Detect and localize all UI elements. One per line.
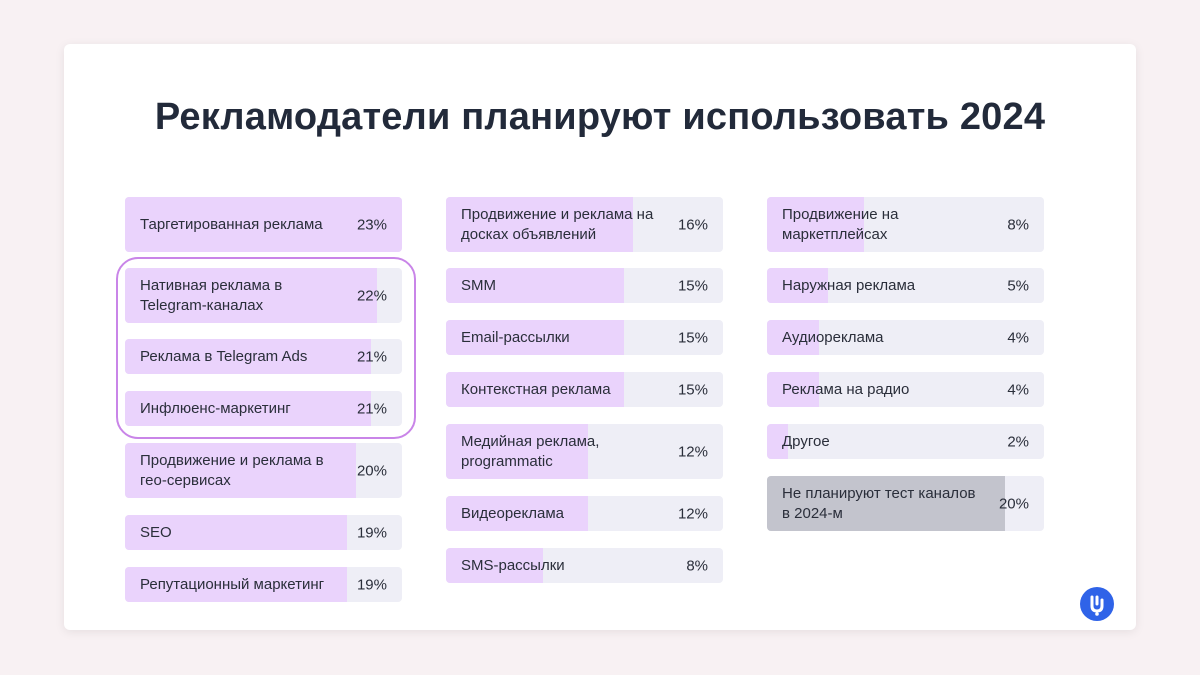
bar-label: Другое (782, 432, 830, 450)
telegram-highlight-frame (116, 257, 416, 439)
bar-row: Продвижение и реклама в гео-сервисах 20% (125, 443, 402, 498)
bar-fill (446, 320, 624, 355)
bar-value: 4% (1007, 381, 1029, 398)
bar-label: Контекстная реклама (461, 380, 611, 398)
bar-row: Контекстная реклама 15% (446, 372, 723, 407)
bar-fill (767, 424, 788, 459)
bar-label: Не планируют тест каналов в 2024-м (782, 484, 976, 522)
bar-fill (125, 339, 371, 374)
bar-label: Видеореклама (461, 504, 564, 522)
bar-label: Репутационный маркетинг (140, 575, 325, 593)
bar-fill (767, 197, 864, 252)
bar-fill (125, 391, 371, 426)
bar-row: SEO 19% (125, 515, 402, 550)
bar-label: SEO (140, 523, 172, 541)
bar-value: 2% (1007, 433, 1029, 450)
bar-row: Видеореклама 12% (446, 496, 723, 531)
bar-row: Продвижение и реклама на досках объявлен… (446, 197, 723, 252)
bar-fill (446, 268, 624, 303)
bar-value: 21% (356, 400, 387, 417)
bar-row: SMM 15% (446, 268, 723, 303)
bar-label: Email-рассылки (461, 328, 570, 346)
bar-row: Наружная реклама 5% (767, 268, 1044, 303)
bar-row: Нативная реклама в Telegram-каналах 22% (125, 268, 402, 323)
bar-label: Нативная реклама в Telegram-каналах (140, 276, 283, 314)
bar-value: 20% (356, 462, 387, 479)
bar-value: 16% (677, 216, 708, 233)
bar-fill (125, 197, 402, 252)
bar-label: Реклама на радио (782, 380, 910, 398)
bar-row: Email-рассылки 15% (446, 320, 723, 355)
bar-label: Продвижение и реклама в гео-сервисах (140, 451, 324, 489)
bar-row: Другое 2% (767, 424, 1044, 459)
bar-value: 15% (677, 277, 708, 294)
bar-row: Таргетированная реклама 23% (125, 197, 402, 252)
slide-title: Рекламодатели планируют использовать 202… (154, 96, 1046, 138)
bar-row: Реклама в Telegram Ads 21% (125, 339, 402, 374)
bar-fill (125, 443, 356, 498)
bar-label: SMM (461, 276, 496, 294)
bar-fill (446, 424, 588, 479)
bar-row: Продвижение на маркетплейсах 8% (767, 197, 1044, 252)
bar-label: Продвижение на маркетплейсах (782, 205, 899, 243)
bar-label: Медийная реклама, programmatic (461, 432, 600, 470)
bar-value: 19% (356, 524, 387, 541)
bar-value: 12% (677, 505, 708, 522)
bar-value: 12% (677, 443, 708, 460)
bar-value: 5% (1007, 277, 1029, 294)
bar-fill (767, 372, 819, 407)
bar-value: 8% (1007, 216, 1029, 233)
bar-fill (446, 372, 624, 407)
bar-row: Реклама на радио 4% (767, 372, 1044, 407)
bar-value: 22% (356, 287, 387, 304)
bar-value: 15% (677, 381, 708, 398)
bar-label: Инфлюенс-маркетинг (140, 399, 291, 417)
bar-row: Репутационный маркетинг 19% (125, 567, 402, 602)
bar-value: 19% (356, 576, 387, 593)
bar-fill (767, 476, 1005, 531)
bar-row: Не планируют тест каналов в 2024-м 20% (767, 476, 1044, 531)
bar-value: 15% (677, 329, 708, 346)
bar-row: Медийная реклама, programmatic 12% (446, 424, 723, 479)
bar-fill (767, 268, 828, 303)
bar-value: 23% (356, 216, 387, 233)
bar-label: Продвижение и реклама на досках объявлен… (461, 205, 654, 243)
bar-fill (125, 567, 347, 602)
bar-row: Аудиореклама 4% (767, 320, 1044, 355)
bar-fill (767, 320, 819, 355)
bar-fill (446, 496, 588, 531)
bar-value: 20% (998, 495, 1029, 512)
bar-value: 21% (356, 348, 387, 365)
bar-fill (125, 515, 347, 550)
bar-row: Инфлюенс-маркетинг 21% (125, 391, 402, 426)
bar-value: 4% (1007, 329, 1029, 346)
bar-label: SMS-рассылки (461, 556, 565, 574)
bar-label: Таргетированная реклама (140, 215, 323, 233)
bar-fill (125, 268, 377, 323)
bar-value: 8% (686, 557, 708, 574)
bar-label: Наружная реклама (782, 276, 916, 294)
bar-row: SMS-рассылки 8% (446, 548, 723, 583)
bar-label: Аудиореклама (782, 328, 884, 346)
slide-card: Рекламодатели планируют использовать 202… (64, 44, 1136, 630)
brand-logo-icon (1080, 587, 1114, 621)
bar-label: Реклама в Telegram Ads (140, 347, 308, 365)
bar-fill (446, 548, 543, 583)
bar-fill (446, 197, 633, 252)
